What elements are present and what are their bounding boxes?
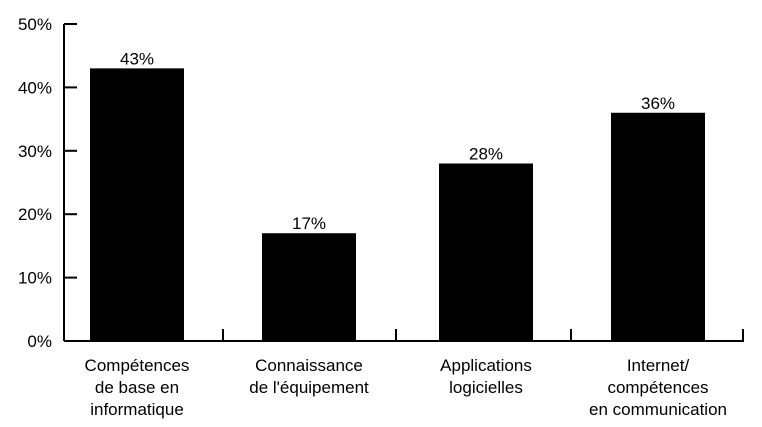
- category-labels: Compétences de base en informatique Connais…: [85, 356, 727, 419]
- category-label: Connaissance de l'équipement: [249, 356, 369, 397]
- category-label: Applications logicielles: [440, 356, 532, 397]
- category-label-line: Compétences: [85, 356, 190, 375]
- bars: [90, 68, 705, 341]
- y-axis: 0% 10% 20% 30% 40% 50%: [18, 15, 77, 351]
- category-label-line: compétences: [607, 378, 708, 397]
- category-label-line: logicielles: [449, 378, 523, 397]
- y-tick-label: 0%: [27, 332, 52, 351]
- bar: [439, 163, 533, 341]
- data-label: 17%: [292, 214, 326, 233]
- x-axis: [64, 329, 744, 342]
- y-tick-label: 30%: [18, 142, 52, 161]
- y-tick-label: 50%: [18, 15, 52, 34]
- y-tick-label: 10%: [18, 269, 52, 288]
- data-label: 36%: [641, 94, 675, 113]
- category-label-line: en communication: [589, 400, 727, 419]
- y-tick-label: 40%: [18, 78, 52, 97]
- category-label-line: de base en: [95, 378, 179, 397]
- category-label-line: informatique: [90, 400, 184, 419]
- category-label-line: de l'équipement: [249, 378, 369, 397]
- y-tick-label: 20%: [18, 205, 52, 224]
- category-label-line: Connaissance: [255, 356, 363, 375]
- data-label: 43%: [120, 49, 154, 68]
- bar: [90, 68, 184, 341]
- data-label: 28%: [469, 144, 503, 163]
- category-label: Compétences de base en informatique: [85, 356, 190, 419]
- category-label-line: Applications: [440, 356, 532, 375]
- bar: [611, 112, 705, 341]
- category-label-line: Internet/: [627, 356, 690, 375]
- bar: [262, 233, 356, 341]
- data-labels: 43% 17% 28% 36%: [120, 49, 675, 233]
- category-label: Internet/compétences en communication: [589, 356, 727, 419]
